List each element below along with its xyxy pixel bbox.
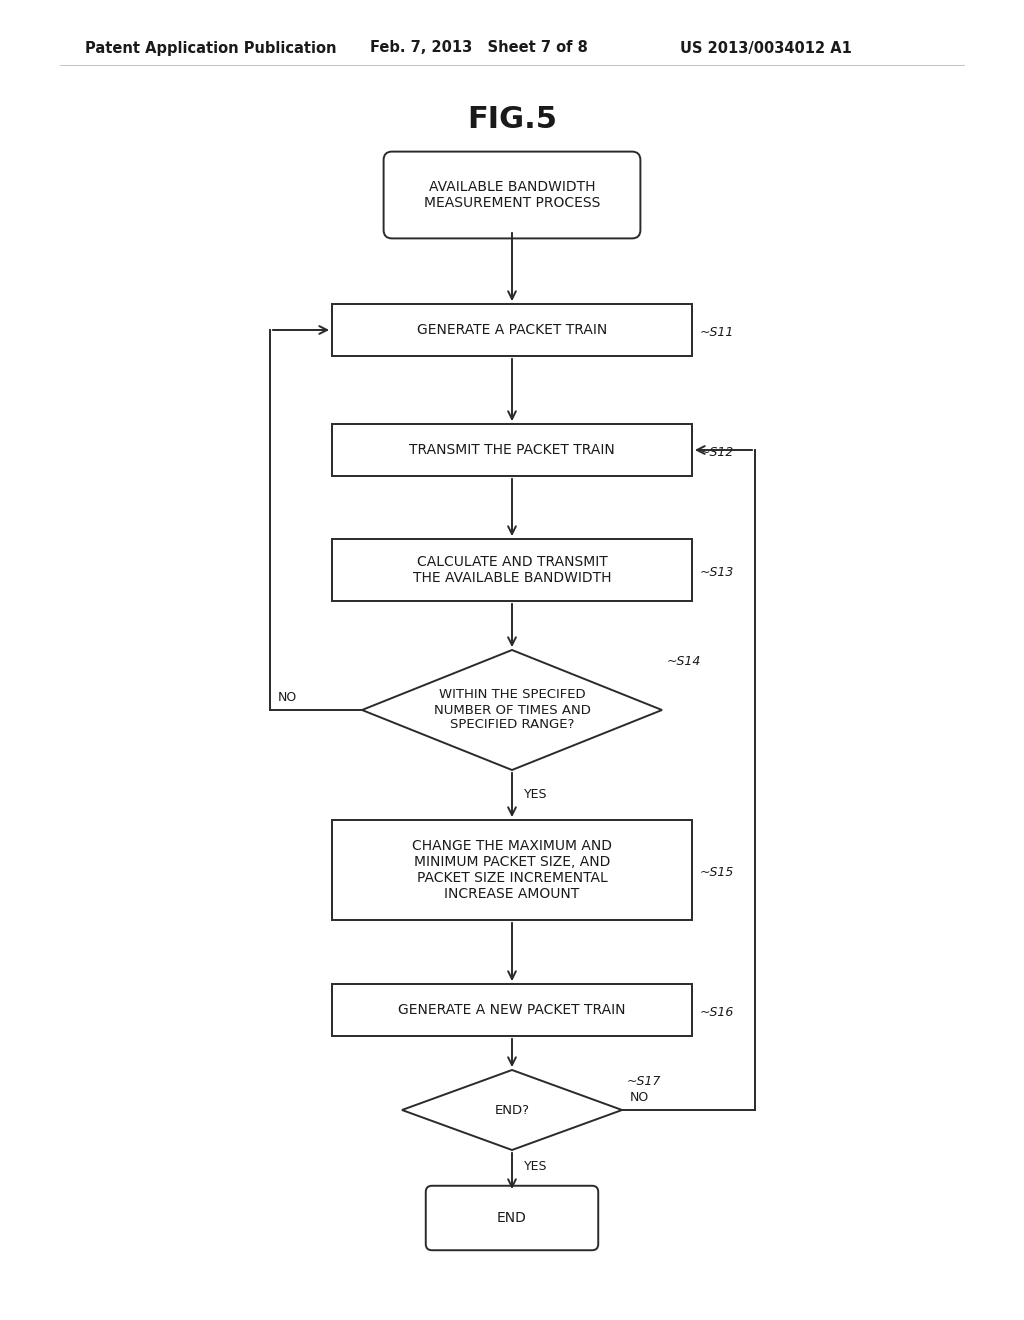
Text: Feb. 7, 2013   Sheet 7 of 8: Feb. 7, 2013 Sheet 7 of 8 (370, 41, 588, 55)
Text: GENERATE A PACKET TRAIN: GENERATE A PACKET TRAIN (417, 323, 607, 337)
Text: ~S13: ~S13 (700, 566, 734, 579)
Bar (332, 820, 692, 920)
Text: ~S16: ~S16 (700, 1006, 734, 1019)
Text: ~S12: ~S12 (700, 446, 734, 459)
Bar (332, 304, 692, 356)
Text: US 2013/0034012 A1: US 2013/0034012 A1 (680, 41, 852, 55)
Text: NO: NO (278, 690, 297, 704)
Bar (332, 539, 692, 601)
Text: TRANSMIT THE PACKET TRAIN: TRANSMIT THE PACKET TRAIN (410, 444, 614, 457)
Text: FIG.5: FIG.5 (467, 106, 557, 135)
FancyBboxPatch shape (384, 152, 640, 239)
Text: END?: END? (495, 1104, 529, 1117)
FancyBboxPatch shape (426, 1185, 598, 1250)
Text: NO: NO (630, 1092, 649, 1104)
Text: CHANGE THE MAXIMUM AND
MINIMUM PACKET SIZE, AND
PACKET SIZE INCREMENTAL
INCREASE: CHANGE THE MAXIMUM AND MINIMUM PACKET SI… (412, 838, 612, 902)
Text: YES: YES (524, 1160, 548, 1173)
Text: WITHIN THE SPECIFED
NUMBER OF TIMES AND
SPECIFIED RANGE?: WITHIN THE SPECIFED NUMBER OF TIMES AND … (433, 689, 591, 731)
Text: ~S14: ~S14 (667, 655, 701, 668)
Polygon shape (362, 649, 662, 770)
Text: YES: YES (524, 788, 548, 801)
Text: END: END (497, 1210, 527, 1225)
Text: ~S15: ~S15 (700, 866, 734, 879)
Text: CALCULATE AND TRANSMIT
THE AVAILABLE BANDWIDTH: CALCULATE AND TRANSMIT THE AVAILABLE BAN… (413, 554, 611, 585)
Polygon shape (402, 1071, 622, 1150)
Text: ~S17: ~S17 (627, 1074, 662, 1088)
Text: GENERATE A NEW PACKET TRAIN: GENERATE A NEW PACKET TRAIN (398, 1003, 626, 1016)
Bar (332, 983, 692, 1036)
Text: AVAILABLE BANDWIDTH
MEASUREMENT PROCESS: AVAILABLE BANDWIDTH MEASUREMENT PROCESS (424, 180, 600, 210)
Text: Patent Application Publication: Patent Application Publication (85, 41, 337, 55)
Text: ~S11: ~S11 (700, 326, 734, 339)
Bar (332, 424, 692, 477)
